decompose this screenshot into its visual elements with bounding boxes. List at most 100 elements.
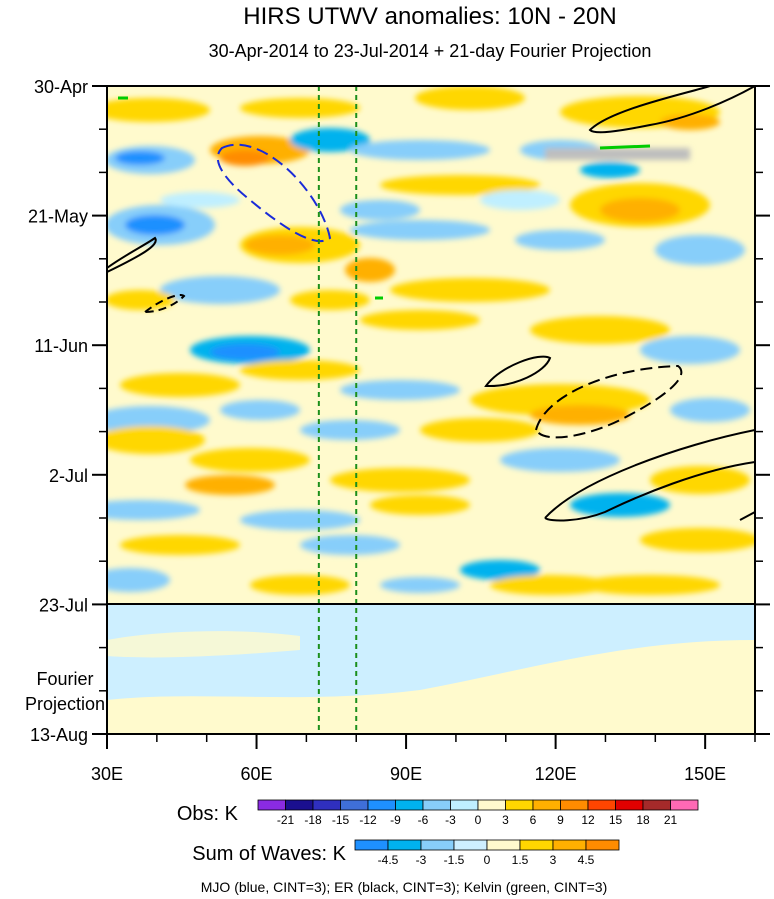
x-tick-label: 30E (91, 764, 123, 784)
colorbar-label: 3 (550, 853, 557, 867)
anomaly-patch (360, 310, 480, 330)
colorbar-swatch (450, 799, 479, 811)
colorbar-swatch (285, 799, 314, 811)
colorbar-label: -12 (359, 813, 377, 827)
colorbar-swatch (552, 839, 587, 851)
anomaly-patch (340, 380, 460, 400)
plot-frame (106, 85, 756, 735)
anomaly-patch (245, 235, 315, 255)
anomaly-patch (530, 405, 630, 425)
colorbar-swatch (453, 839, 488, 851)
anomaly-patch (350, 220, 490, 240)
er-negative-contour (142, 294, 186, 314)
colorbar-label: -3 (416, 853, 427, 867)
colorbar-label: -1.5 (444, 853, 465, 867)
anomaly-patch (160, 192, 240, 208)
anomaly-patch (107, 290, 175, 310)
anomaly-patch (420, 418, 540, 442)
anomaly-patch (300, 420, 400, 440)
anomaly-patch (370, 495, 470, 515)
y-tick-label: 2-Jul (49, 466, 88, 486)
anomaly-patch (640, 528, 755, 552)
colorbar-swatch (670, 799, 699, 811)
anomaly-patch (655, 235, 745, 265)
colorbar-swatch (585, 839, 620, 851)
anomaly-patch (107, 500, 200, 520)
y-tick-label: 11-Jun (34, 336, 88, 356)
colorbar-swatch (340, 799, 369, 811)
er-positive-contour (739, 511, 755, 521)
colorbar-label: -21 (277, 813, 295, 827)
obs-colorbar-label: Obs: K (177, 803, 239, 825)
colorbar-label: -9 (390, 813, 401, 827)
anomaly-patch (250, 575, 350, 595)
colorbar-label: -6 (418, 813, 429, 827)
colorbar-label: 1.5 (512, 853, 529, 867)
colorbar-label: 21 (664, 813, 678, 827)
anomaly-patch (415, 86, 525, 110)
anomaly-patch (640, 336, 740, 364)
anomaly-patch (515, 230, 605, 250)
colorbar-swatch (505, 799, 534, 811)
reference-meridians (317, 86, 358, 734)
colorbar-swatch (642, 799, 671, 811)
anomaly-patch (345, 258, 395, 282)
anomaly-patch (670, 398, 750, 422)
colorbar-label: 0 (475, 813, 482, 827)
anomaly-patch (350, 140, 490, 160)
wave-contours (107, 86, 755, 522)
anomaly-patch (190, 448, 310, 472)
er-positive-contour (544, 429, 755, 522)
anomaly-patch (490, 575, 610, 595)
obs-colorbar: -21 -18 -15 -12 -9 -6 -3 0 3 6 9 12 15 18 21 (257, 799, 699, 827)
y-tick-label: 30-Apr (34, 77, 88, 97)
projection-label-line2: Projection (25, 694, 105, 714)
anomaly-patch (240, 360, 360, 380)
colorbar-label: 18 (636, 813, 650, 827)
anomaly-patch (220, 150, 270, 166)
anomaly-patch (650, 466, 750, 494)
anomaly-patch (290, 290, 370, 310)
colorbar-swatch (477, 799, 506, 811)
er-positive-contour (484, 355, 552, 388)
colorbar-swatch (486, 839, 521, 851)
colorbar-swatch (587, 799, 616, 811)
colorbar-label: -4.5 (378, 853, 399, 867)
colorbar-label: -15 (332, 813, 350, 827)
colorbar-label: 4.5 (578, 853, 595, 867)
chart-subtitle: 30-Apr-2014 to 23-Jul-2014 + 21-day Four… (209, 41, 652, 61)
anomaly-patch (120, 373, 240, 397)
anomaly-patch (380, 577, 460, 593)
anomaly-patch (340, 200, 420, 220)
mjo-negative-contour (216, 143, 332, 243)
waves-colorbar: -4.5 -3 -1.5 0 1.5 3 4.5 (354, 839, 620, 867)
x-tick-label: 60E (241, 764, 273, 784)
colorbar-swatch (387, 839, 422, 851)
er-positive-contour (588, 86, 755, 134)
x-tick-label: 120E (535, 764, 577, 784)
anomaly-patch (240, 510, 360, 530)
anomaly-patch (107, 568, 170, 592)
colorbar-swatch (615, 799, 644, 811)
x-tick-label: 150E (684, 764, 726, 784)
anomaly-patch (300, 535, 400, 555)
colorbar-label: 3 (502, 813, 509, 827)
colorbar-swatch (420, 839, 455, 851)
plot-area (107, 86, 755, 734)
projection-label-line1: Fourier (36, 669, 93, 689)
chart-title: HIRS UTWV anomalies: 10N - 20N (243, 3, 616, 30)
colorbar-label: 0 (484, 853, 491, 867)
anomaly-patch (290, 128, 370, 152)
anomaly-patch (330, 468, 470, 492)
colorbar-label: -18 (304, 813, 322, 827)
anomaly-patch (580, 575, 720, 595)
colorbar-label: 15 (609, 813, 623, 827)
y-axis: 30-Apr 21-May 11-Jun 2-Jul 23-Jul 13-Aug (28, 77, 770, 745)
missing-data-patch (545, 148, 690, 160)
y-tick-label: 13-Aug (30, 725, 88, 745)
anomaly-patch (380, 175, 540, 195)
colorbar-swatch (395, 799, 424, 811)
anomaly-patch (220, 400, 300, 420)
anomaly-patch (580, 162, 640, 178)
